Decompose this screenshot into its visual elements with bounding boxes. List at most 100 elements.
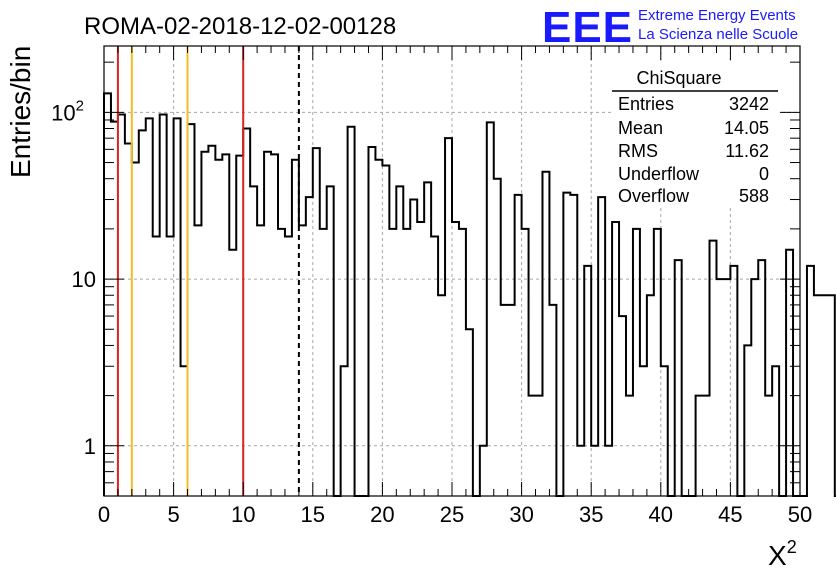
histogram-bar [146, 118, 153, 496]
histogram-bar [542, 172, 549, 496]
eee-logo-line1: Extreme Energy Events [638, 7, 796, 24]
y-axis-ticks: 1 10 102 [51, 61, 800, 497]
x-tick-label: 10 [231, 502, 255, 527]
y-tick-label: 102 [51, 97, 84, 125]
chart-title: ROMA-02-2018-12-02-00128 [84, 13, 396, 40]
histogram-bar [348, 127, 355, 496]
histogram-bar [139, 130, 146, 496]
x-tick-label: 15 [301, 502, 325, 527]
histogram-bar [396, 186, 403, 496]
histogram-bar [167, 237, 174, 496]
histogram-bar [160, 115, 167, 496]
stats-box-background [612, 62, 780, 208]
y-axis-label: Entries/bin [5, 46, 36, 178]
histogram-bar [821, 295, 828, 496]
x-tick-label: 20 [370, 502, 394, 527]
histogram-bar [716, 279, 723, 496]
x-tick-label: 25 [440, 502, 464, 527]
stats-box-title: ChiSquare [636, 68, 721, 88]
histogram-bar [327, 186, 334, 496]
histogram-bar [591, 446, 598, 496]
x-tick-label: 5 [167, 502, 179, 527]
stats-label-rms: RMS [618, 141, 658, 161]
histogram-bar [313, 148, 320, 496]
histogram-bar [118, 115, 125, 496]
histogram-bar [111, 122, 118, 496]
histogram-bar [208, 146, 215, 496]
x-tick-label: 45 [718, 502, 742, 527]
histogram-bar [508, 305, 515, 496]
eee-logo-mark: EEE [542, 3, 632, 52]
histogram-bar [250, 186, 257, 496]
x-tick-label: 0 [98, 502, 110, 527]
histogram-bar [188, 124, 195, 496]
stats-box: ChiSquare Entries 3242 Mean 14.05 RMS 11… [612, 62, 780, 208]
histogram-bar [382, 165, 389, 496]
histogram-bar [494, 179, 501, 496]
histogram-bar [584, 266, 591, 496]
histogram-bar [619, 316, 626, 496]
histogram-bar [522, 229, 529, 496]
histogram-bar [243, 129, 250, 496]
histogram-bar [661, 366, 668, 496]
histogram-bar [389, 229, 396, 496]
histogram-bar [563, 193, 570, 496]
x-axis-ticks: 0 5 10 15 20 25 30 35 40 45 50 [98, 46, 812, 527]
histogram-bar [515, 195, 522, 496]
histogram-bar [828, 295, 835, 496]
histogram-bar [424, 182, 431, 496]
histogram-bar [452, 222, 459, 496]
histogram-bar [605, 446, 612, 496]
histogram-bar [368, 147, 375, 496]
histogram-bar [445, 138, 452, 496]
histogram-bar [466, 329, 473, 496]
x-tick-label: 35 [579, 502, 603, 527]
stats-label-underflow: Underflow [618, 164, 700, 184]
stats-value-rms: 11.62 [725, 141, 769, 161]
histogram-bar [633, 229, 640, 496]
histogram-bar [438, 295, 445, 496]
histogram-bar [201, 152, 208, 496]
histogram-bar [271, 154, 278, 496]
stats-value-mean: 14.05 [724, 118, 769, 138]
histogram-bar [153, 237, 160, 496]
histogram-bar [403, 229, 410, 496]
histogram-bar [501, 305, 508, 496]
histogram-bar [480, 446, 487, 496]
histogram-bar [654, 229, 661, 496]
reference-lines [116, 46, 300, 496]
histogram-bar [264, 152, 271, 496]
histogram-bar [236, 156, 243, 496]
histogram-bar [598, 197, 605, 496]
histogram-bar [758, 260, 765, 496]
histogram-bar [751, 279, 758, 496]
y-tick-label: 10 [72, 267, 96, 292]
histogram-bar [772, 366, 779, 496]
histogram-bar [125, 144, 132, 496]
histogram-bar [257, 225, 264, 496]
stats-label-mean: Mean [618, 118, 663, 138]
histogram-bar [612, 222, 619, 496]
eee-logo-line2: La Scienza nelle Scuole [638, 26, 798, 43]
eee-logo: EEE Extreme Energy Events La Scienza nel… [542, 3, 798, 52]
stats-label-entries: Entries [618, 94, 674, 114]
histogram-bar [181, 366, 188, 496]
histogram-bar [341, 366, 348, 496]
histogram-bar [730, 266, 737, 496]
histogram-bar [459, 229, 466, 496]
histogram-bar [417, 222, 424, 496]
histogram-bar [285, 237, 292, 496]
histogram-bar [640, 366, 647, 496]
histogram-bar [723, 279, 730, 496]
histogram-bar [320, 229, 327, 496]
histogram-bar [229, 250, 236, 496]
histogram-bar [487, 122, 494, 496]
histogram-bar [174, 118, 181, 496]
x-tick-label: 40 [649, 502, 673, 527]
histogram-bar [744, 345, 751, 496]
histogram-bar [577, 446, 584, 496]
stats-value-overflow: 588 [739, 186, 769, 206]
histogram-bar [814, 295, 821, 496]
y-tick-label: 1 [84, 434, 96, 459]
